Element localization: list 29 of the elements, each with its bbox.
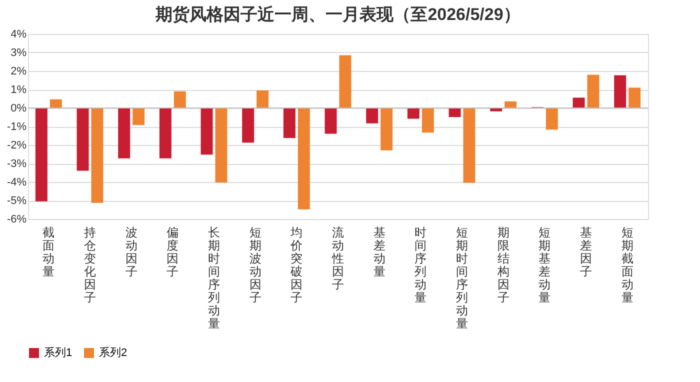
- y-tick-label: 1%: [10, 84, 27, 96]
- y-tick-label: -2%: [6, 140, 27, 152]
- legend-label: 系列1: [44, 346, 72, 359]
- x-tick-label: 长期时间序列动量: [208, 226, 220, 330]
- x-tick-label: 持仓变化因子: [84, 226, 96, 304]
- x-tick-label: 基差因子: [580, 226, 592, 278]
- y-tick-label: -4%: [6, 176, 27, 188]
- legend-label: 系列2: [99, 346, 128, 359]
- y-tick-label: 0%: [10, 102, 27, 114]
- x-tick-label: 短期基差动量: [538, 226, 551, 304]
- y-tick-label: 3%: [10, 47, 27, 59]
- y-tick-label: 2%: [10, 66, 27, 78]
- y-tick-label: -6%: [6, 214, 27, 226]
- x-tick-label: 短期波动因子: [249, 226, 262, 304]
- x-tick-label: 时间序列动量: [414, 226, 427, 304]
- x-tick-label: 基差动量: [373, 226, 386, 278]
- y-tick-label: -1%: [6, 121, 27, 133]
- x-tick-label: 偏度因子: [166, 226, 179, 278]
- x-tick-label: 均价突破因子: [290, 226, 303, 304]
- x-tick-label: 波动因子: [125, 226, 138, 278]
- y-tick-label: 4%: [10, 28, 27, 40]
- y-tick-label: -5%: [6, 195, 27, 207]
- x-tick-label: 短期时间序列动量: [456, 226, 468, 330]
- x-tick-label: 流动性因子: [331, 226, 344, 292]
- y-tick-label: -3%: [6, 158, 27, 170]
- x-tick-label: 短期截面动量: [621, 226, 634, 304]
- x-tick-label: 截面动量: [42, 226, 55, 278]
- chart-title: 期货风格因子近一周、一月表现（至2026/5/29）: [154, 5, 520, 24]
- x-tick-label: 期限结构因子: [496, 226, 510, 304]
